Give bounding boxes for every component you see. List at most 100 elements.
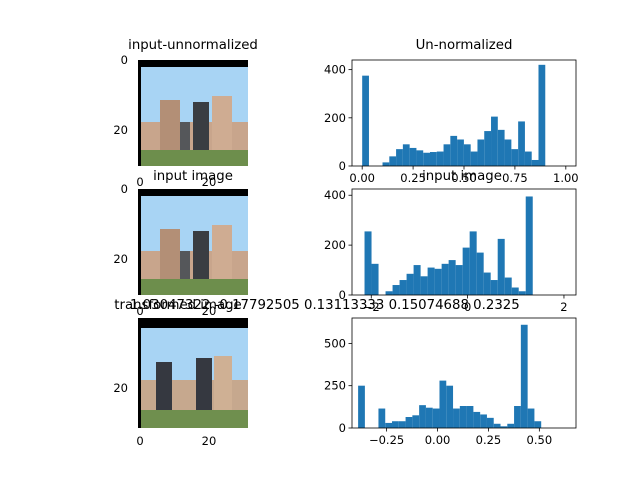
histogram-3-bar bbox=[398, 421, 406, 428]
histogram-1-bar bbox=[389, 156, 397, 166]
histogram-1-bar bbox=[477, 139, 485, 166]
histogram-1-bar bbox=[524, 151, 532, 166]
x-tick-label: 2 bbox=[560, 300, 567, 314]
histogram-3-bar bbox=[486, 417, 494, 428]
histogram-1-bar bbox=[463, 144, 471, 166]
y-tick-label: 400 bbox=[324, 188, 346, 202]
histogram-1-bar bbox=[538, 64, 546, 166]
histogram-1-bar bbox=[504, 139, 512, 166]
histogram-un-normalized: Un-normalized 0.00 0.25 0.50 0.75 1.00 0 200 40… bbox=[324, 38, 579, 185]
histogram-3-bar bbox=[358, 385, 365, 428]
histogram-3-bar bbox=[446, 385, 454, 428]
histogram-3-bar bbox=[500, 426, 508, 428]
histogram-title-2: input image bbox=[422, 169, 502, 184]
histogram-1-bar bbox=[470, 151, 478, 166]
histogram-2-bar bbox=[448, 260, 456, 295]
image-panel-input-image: input image 0 20 0 20 bbox=[113, 169, 248, 318]
svg-text:0: 0 bbox=[136, 175, 143, 189]
x-tick-label: −0.25 bbox=[369, 433, 404, 447]
histogram-2-bar bbox=[511, 287, 519, 295]
histogram-3-bar bbox=[453, 408, 460, 428]
histogram-2-bar bbox=[392, 285, 400, 295]
histogram-2-bar bbox=[420, 276, 428, 295]
histogram-1-bar bbox=[409, 147, 417, 166]
histogram-3-bar bbox=[527, 408, 535, 428]
picture-3 bbox=[138, 318, 248, 428]
histogram-2-bar bbox=[462, 247, 470, 295]
histogram-1-bar bbox=[402, 144, 410, 166]
histogram-1-bar bbox=[362, 75, 369, 166]
histogram-2-bar bbox=[518, 291, 526, 295]
overlay-values-text: 1.03047322 -0.17792505 0.13113333 0.1507… bbox=[130, 298, 520, 313]
histogram-3-bar bbox=[493, 423, 501, 428]
histogram-2-bar bbox=[455, 265, 463, 295]
histogram-3-bar bbox=[439, 380, 447, 428]
histogram-1-bar bbox=[511, 149, 519, 166]
image-title-1: input-unnormalized bbox=[128, 38, 258, 53]
y-tick-label: 200 bbox=[324, 111, 346, 125]
x-tick-label: 0 bbox=[464, 300, 471, 314]
y-tick-label: 250 bbox=[324, 379, 346, 393]
histogram-1-bar bbox=[484, 131, 492, 166]
histogram-3-bar bbox=[419, 405, 426, 428]
histogram-3-bar bbox=[425, 407, 433, 428]
histogram-3-bar bbox=[480, 414, 487, 428]
histogram-3-bar bbox=[520, 324, 528, 428]
svg-text:20: 20 bbox=[202, 175, 217, 189]
svg-text:0: 0 bbox=[121, 53, 128, 67]
x-tick-label: 0.50 bbox=[451, 171, 477, 185]
svg-text:20: 20 bbox=[202, 304, 217, 318]
histogram-2-bar bbox=[413, 265, 421, 295]
histogram-2-bar bbox=[434, 268, 442, 295]
histogram-2-bar bbox=[364, 231, 372, 295]
x-tick-label: 0.50 bbox=[527, 433, 553, 447]
histogram-3-bar bbox=[378, 408, 386, 428]
histogram-1-bar bbox=[436, 151, 444, 166]
histogram-2-bar bbox=[385, 291, 393, 295]
x-tick-label: 1.00 bbox=[553, 171, 579, 185]
histogram-input-image: input image −2 0 2 0 200 400 bbox=[324, 169, 577, 314]
histogram-3-bar bbox=[432, 408, 440, 428]
svg-text:0: 0 bbox=[136, 304, 143, 318]
svg-text:20: 20 bbox=[113, 381, 128, 395]
histogram-2-bar bbox=[525, 196, 533, 295]
histogram-2-bar bbox=[399, 280, 407, 295]
histogram-title-1: Un-normalized bbox=[416, 38, 513, 53]
histogram-1-bar bbox=[423, 152, 430, 166]
histogram-1-bar bbox=[497, 129, 505, 166]
histogram-2-bar bbox=[497, 238, 505, 295]
histogram-3-bar bbox=[392, 421, 399, 428]
histogram-1-bar bbox=[416, 150, 424, 166]
x-tick-label: 0.75 bbox=[502, 171, 528, 185]
histogram-transformed: −0.25 0.00 0.25 0.50 0 250 500 bbox=[324, 317, 577, 447]
picture-1 bbox=[138, 60, 248, 166]
histogram-1-bar bbox=[457, 139, 464, 166]
histogram-3-bar bbox=[459, 406, 467, 428]
histogram-1-bar bbox=[429, 152, 437, 166]
histogram-1-bar bbox=[382, 162, 390, 166]
histogram-1-bar bbox=[531, 159, 539, 166]
histogram-2-bar bbox=[469, 231, 477, 295]
histogram-3-bar bbox=[405, 417, 413, 428]
histogram-1-bar bbox=[491, 116, 498, 166]
y-tick-label: 0 bbox=[339, 421, 346, 435]
histogram-2-bar bbox=[406, 273, 414, 295]
histogram-1-bar bbox=[396, 149, 403, 166]
histogram-3-bar bbox=[514, 406, 521, 428]
image-title-3: transformed image bbox=[114, 298, 241, 313]
histogram-2-bar bbox=[504, 277, 512, 295]
image-title-2: input image bbox=[153, 169, 233, 184]
histogram-3-bar bbox=[412, 415, 420, 428]
histogram-1-bar bbox=[450, 135, 458, 166]
histogram-3-bar bbox=[385, 422, 393, 428]
svg-text:0: 0 bbox=[136, 434, 143, 448]
x-tick-label: 0.25 bbox=[476, 433, 502, 447]
y-tick-label: 200 bbox=[324, 238, 346, 252]
svg-text:0: 0 bbox=[121, 182, 128, 196]
y-tick-label: 400 bbox=[324, 63, 346, 77]
svg-text:20: 20 bbox=[202, 434, 217, 448]
svg-text:20: 20 bbox=[113, 252, 128, 266]
histogram-3-bar bbox=[473, 411, 481, 428]
histogram-3-bar bbox=[534, 421, 542, 428]
svg-text:20: 20 bbox=[113, 123, 128, 137]
